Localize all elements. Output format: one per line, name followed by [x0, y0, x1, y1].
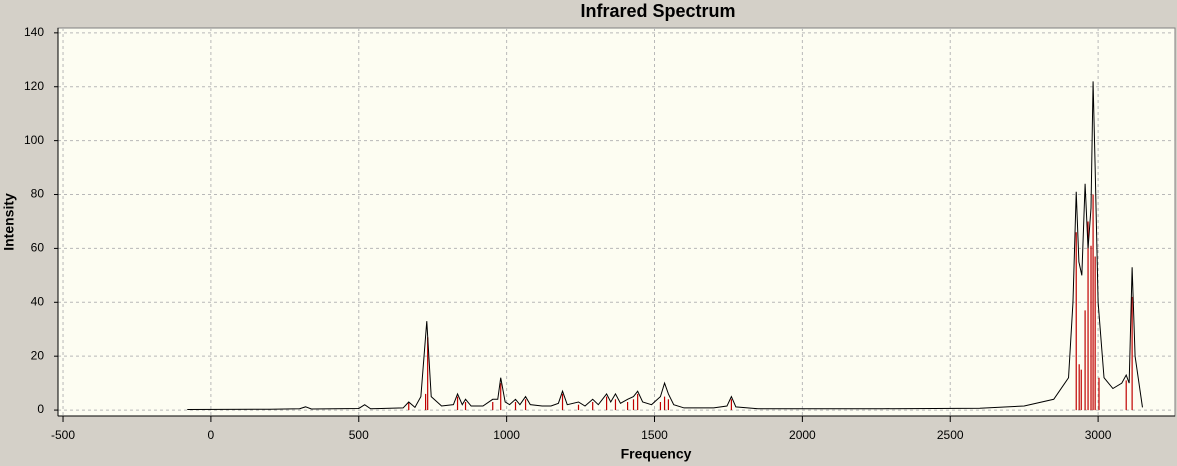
y-tick-label: 120 — [24, 79, 44, 93]
chart-title: Infrared Spectrum — [580, 1, 735, 21]
y-tick-label: 100 — [24, 133, 44, 147]
y-axis-label: Intensity — [1, 193, 17, 251]
x-axis-label: Frequency — [621, 446, 692, 462]
y-tick-label: 20 — [31, 348, 45, 362]
spectrum-line — [187, 81, 1143, 411]
x-tick-label: 500 — [349, 428, 369, 442]
y-tick-label: 0 — [37, 402, 44, 416]
x-tick-label: 3000 — [1085, 428, 1112, 442]
plot-area — [57, 27, 1176, 417]
x-tick-label: 1500 — [641, 428, 668, 442]
x-tick-label: 2000 — [789, 428, 816, 442]
y-tick-label: 60 — [31, 241, 45, 255]
y-tick-label: 40 — [31, 294, 45, 308]
x-tick-label: 0 — [208, 428, 215, 442]
y-tick-label: 80 — [31, 187, 45, 201]
x-tick-label: 2500 — [937, 428, 964, 442]
x-tick-label: 1000 — [493, 428, 520, 442]
x-tick-label: -500 — [51, 428, 75, 442]
y-tick-label: 140 — [24, 25, 44, 39]
